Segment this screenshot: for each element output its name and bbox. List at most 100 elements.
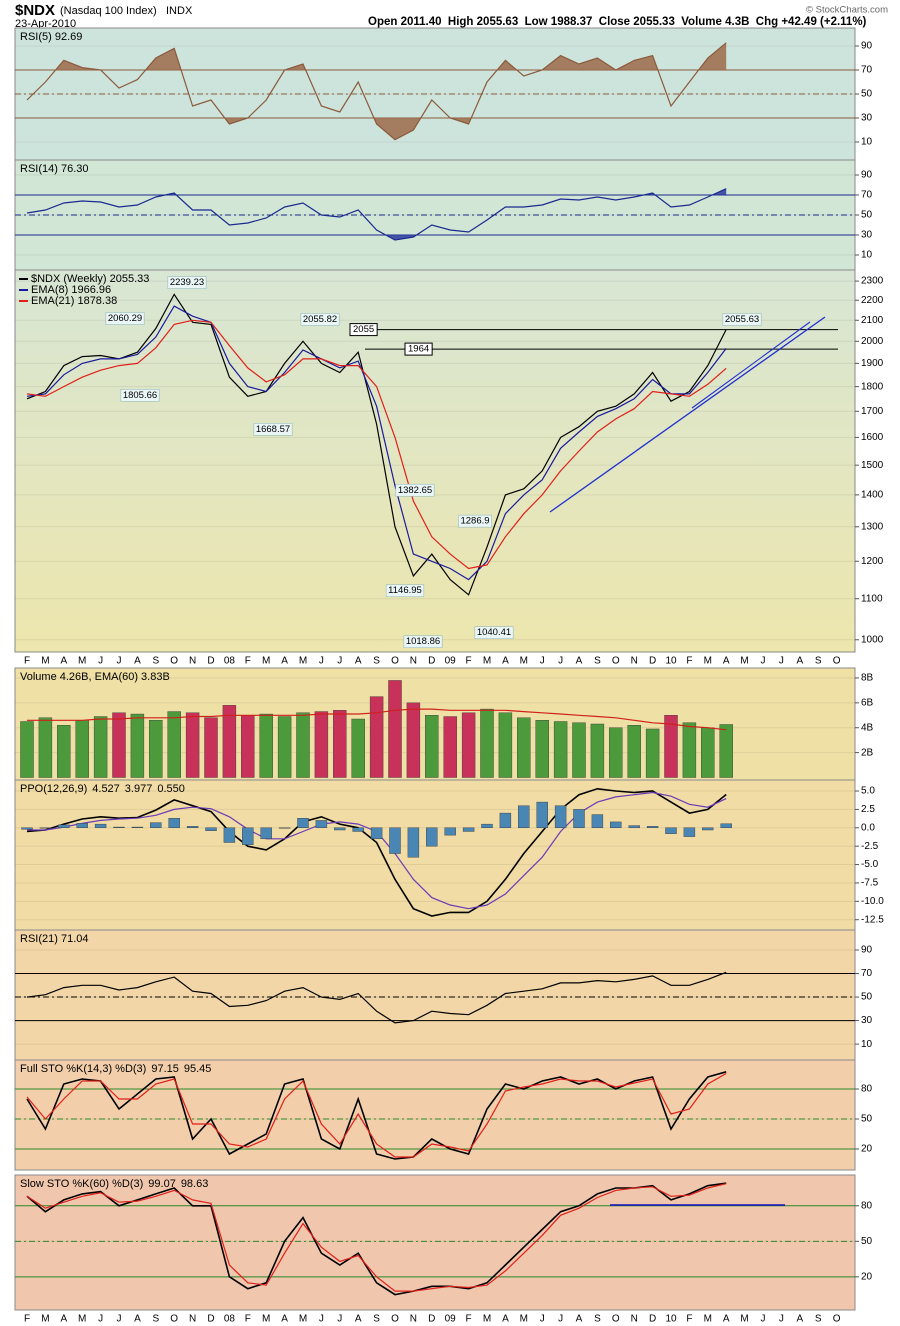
- histogram-bar: [610, 821, 622, 828]
- histogram-bar: [150, 822, 162, 828]
- annotation-label: 1286.9: [460, 516, 489, 527]
- x-tick-label: A: [502, 1314, 509, 1325]
- x-tick-label: J: [98, 1314, 103, 1325]
- annotation-box: [253, 422, 293, 436]
- histogram-bar: [389, 827, 401, 854]
- panel-title: Slow STO %K(60) %D(3): [20, 1178, 143, 1190]
- x-tick-label: S: [373, 1314, 380, 1325]
- oversold-fill: [27, 118, 727, 140]
- histogram-bar: [370, 827, 383, 840]
- x-tick-label: A: [60, 1314, 67, 1325]
- volume-bar: [388, 680, 402, 778]
- volume-bar: [425, 715, 439, 778]
- x-tick-label: S: [815, 656, 822, 667]
- y-tick-label: 70: [861, 968, 873, 979]
- date: 23-Apr-2010: [15, 18, 76, 30]
- histogram-bar: [702, 827, 714, 831]
- annotation-label: 1805.66: [123, 390, 157, 401]
- ema-line: [26, 305, 727, 581]
- x-tick-label: D: [428, 1314, 435, 1325]
- x-tick-label: M: [41, 1314, 49, 1325]
- y-tick-label: 90: [861, 170, 873, 181]
- volume-bar: [296, 712, 310, 778]
- legend-entry: 99.07: [148, 1178, 176, 1190]
- y-tick-label: 2000: [861, 336, 884, 347]
- x-tick-label: N: [410, 656, 417, 667]
- x-tick-label: O: [391, 1314, 399, 1325]
- exchange: INDX: [166, 5, 193, 17]
- panel-frame: [14, 779, 856, 931]
- indicator-line: [26, 1072, 727, 1158]
- histogram-bar: [58, 824, 70, 828]
- y-tick-label: 20: [861, 1271, 873, 1282]
- y-tick-label: 50: [861, 992, 873, 1003]
- y-tick-label: 10: [861, 1039, 873, 1050]
- y-tick-label: 0.0: [861, 822, 875, 833]
- x-tick-label: S: [152, 656, 159, 667]
- volume-bar: [553, 721, 568, 778]
- y-tick-label: 2300: [861, 276, 884, 287]
- legend-entry: 98.63: [181, 1178, 209, 1190]
- volume-bar: [443, 716, 457, 778]
- credit: © StockCharts.com: [806, 5, 888, 16]
- histogram-bar: [462, 827, 475, 832]
- x-tick-label: A: [723, 1314, 730, 1325]
- y-tick-label: 2100: [861, 315, 884, 326]
- y-tick-label: 6B: [861, 697, 874, 708]
- volume-bar: [167, 711, 181, 778]
- x-tick-label: J: [540, 1314, 545, 1325]
- histogram-bar: [444, 827, 456, 836]
- x-tick-label: F: [24, 1314, 30, 1325]
- x-tick-label: O: [612, 656, 620, 667]
- level-label: 2055: [353, 324, 374, 335]
- y-tick-label: -12.5: [861, 914, 884, 925]
- volume-bar: [701, 727, 715, 778]
- volume-bar: [664, 715, 678, 778]
- volume-bar: [149, 720, 163, 778]
- x-tick-label: J: [337, 656, 342, 667]
- histogram-bar: [426, 827, 438, 847]
- y-tick-label: 70: [861, 65, 873, 76]
- histogram-bar: [76, 823, 88, 828]
- x-tick-label: A: [576, 1314, 583, 1325]
- legend-entry: 4.527: [92, 783, 120, 795]
- x-tick-label: S: [594, 1314, 601, 1325]
- annotation-box: [722, 313, 762, 326]
- y-tick-label: -2.5: [861, 841, 879, 852]
- x-tick-label: M: [740, 1314, 748, 1325]
- x-tick-label: O: [391, 656, 399, 667]
- y-tick-label: 1300: [861, 521, 884, 532]
- histogram-bar: [352, 827, 364, 832]
- x-tick-label: N: [631, 656, 638, 667]
- volume-bar: [480, 708, 494, 778]
- legend-entry: 0.550: [157, 783, 185, 795]
- y-tick-label: 1400: [861, 490, 884, 501]
- y-tick-label: 50: [861, 89, 873, 100]
- y-tick-label: 90: [861, 945, 873, 956]
- index-name: (Nasdaq 100 Index): [60, 5, 157, 17]
- x-tick-label: M: [299, 1314, 307, 1325]
- histogram-bar: [39, 827, 52, 829]
- annotation-label: 2055.63: [725, 314, 759, 325]
- x-tick-label: M: [483, 1314, 491, 1325]
- annotation-box: [403, 635, 443, 649]
- legend-entry: $NDX (Weekly) 2055.33: [31, 273, 149, 285]
- indicator-line: [26, 1182, 727, 1296]
- x-tick-label: F: [686, 1314, 692, 1325]
- histogram-bar: [297, 818, 309, 828]
- x-tick-label: O: [833, 1314, 841, 1325]
- volume-bar: [38, 717, 53, 778]
- volume-bar: [406, 702, 421, 778]
- histogram-bar: [683, 827, 696, 837]
- indicator-line: [26, 1071, 727, 1160]
- histogram-bar: [481, 823, 493, 828]
- x-tick-label: M: [78, 1314, 86, 1325]
- x-tick-label: O: [170, 656, 178, 667]
- annotation-box: [300, 313, 340, 326]
- x-tick-label: S: [152, 1314, 159, 1325]
- histogram-bar: [21, 827, 33, 830]
- volume-bar: [75, 720, 89, 778]
- legend-entry: 97.15: [151, 1063, 179, 1075]
- x-tick-label: N: [631, 1314, 638, 1325]
